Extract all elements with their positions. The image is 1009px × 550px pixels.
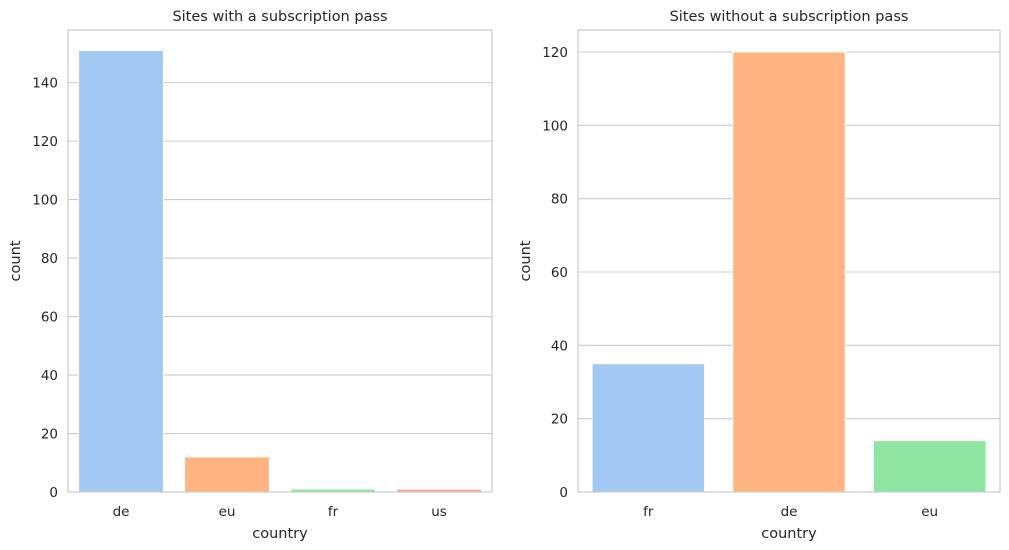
x-axis-label: country bbox=[761, 526, 817, 542]
bar-eu bbox=[184, 456, 270, 493]
y-tick-label: 0 bbox=[559, 485, 568, 501]
x-tick-label: us bbox=[431, 504, 447, 520]
x-tick-label: de bbox=[113, 504, 130, 520]
y-tick-label: 20 bbox=[41, 427, 58, 443]
chart-title: Sites with a subscription pass bbox=[172, 9, 387, 25]
x-tick-label: eu bbox=[921, 504, 938, 520]
plot-frame bbox=[67, 29, 493, 493]
x-tick-label: fr bbox=[328, 504, 339, 520]
y-tick-label: 20 bbox=[551, 412, 568, 428]
y-tick-label: 40 bbox=[551, 338, 568, 354]
y-axis-label: count bbox=[518, 240, 534, 281]
x-axis-label: country bbox=[252, 526, 308, 542]
chart-title: Sites without a subscription pass bbox=[670, 9, 909, 25]
plot-frame bbox=[577, 29, 1001, 493]
bar-fr bbox=[591, 363, 706, 493]
y-tick-label: 40 bbox=[41, 368, 58, 384]
y-tick-label: 80 bbox=[41, 251, 58, 267]
y-tick-label: 120 bbox=[32, 134, 58, 150]
bar-de bbox=[732, 51, 846, 493]
y-tick-label: 0 bbox=[49, 485, 58, 501]
y-tick-label: 60 bbox=[41, 310, 58, 326]
x-tick-label: de bbox=[781, 504, 798, 520]
bar-de bbox=[78, 49, 164, 493]
chart-panel-1: 0 20 40 60 80 100 120 140 de eu fr us Sites with a s… bbox=[8, 9, 493, 542]
y-tick-label: 100 bbox=[32, 193, 58, 209]
y-tick-label: 120 bbox=[542, 45, 568, 61]
x-tick-label: eu bbox=[219, 504, 236, 520]
y-tick-label: 60 bbox=[551, 265, 568, 281]
y-tick-label: 100 bbox=[542, 118, 568, 134]
chart-panel-2: 0 20 40 60 80 100 120 fr de eu Sites without a sub… bbox=[518, 9, 1001, 542]
y-tick-label: 140 bbox=[32, 76, 58, 92]
x-tick-label: fr bbox=[643, 504, 654, 520]
y-tick-label: 80 bbox=[551, 192, 568, 208]
y-axis-label: count bbox=[8, 240, 24, 281]
bar-eu bbox=[872, 440, 987, 493]
